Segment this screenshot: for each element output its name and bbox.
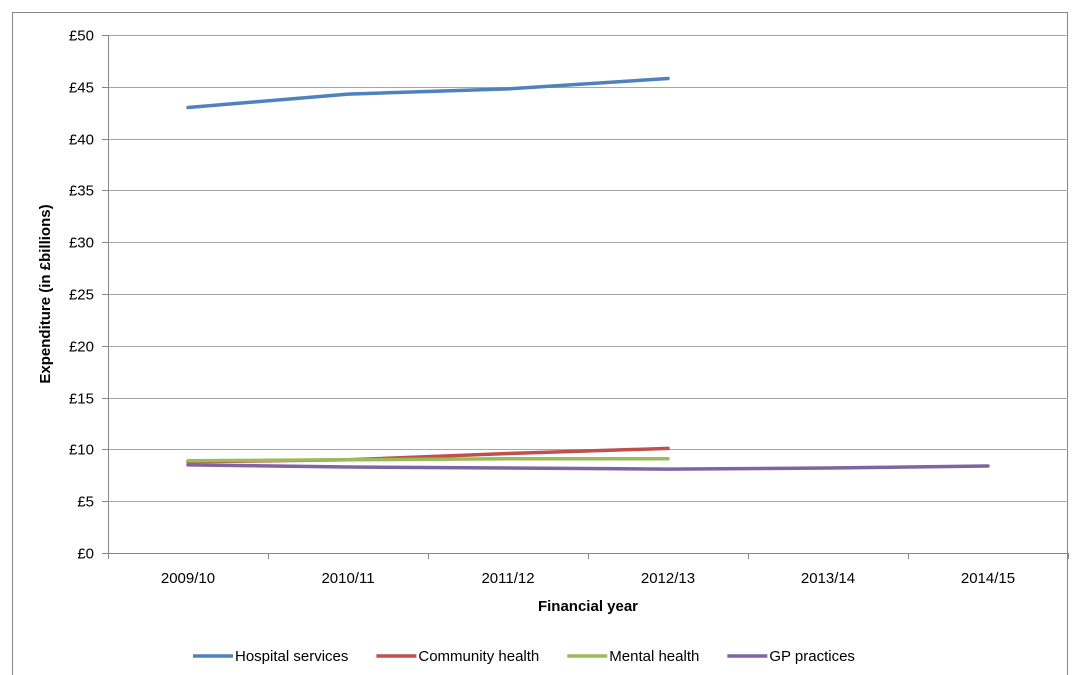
- x-axis-title: Financial year: [538, 598, 638, 615]
- x-tick-label: 2010/11: [321, 570, 374, 587]
- y-tick-label: £45: [69, 80, 94, 97]
- y-axis-title: Expenditure (in £billions): [37, 204, 54, 383]
- legend: Hospital services Community health Mental …: [193, 648, 855, 665]
- y-tick-label: £15: [69, 391, 94, 408]
- y-tick-label: £50: [69, 28, 94, 45]
- tick-labels: £0 £5 £10 £15 £20 £25 £30 £35 £40 £45 £50 2009/10 20…: [69, 28, 1015, 588]
- y-tick-label: £5: [77, 494, 94, 511]
- x-tick-label: 2009/10: [161, 570, 215, 587]
- legend-label-gp-practices: GP practices: [769, 648, 855, 665]
- legend-label-mental-health: Mental health: [609, 648, 699, 665]
- y-tick-label: £30: [69, 235, 94, 252]
- y-tick-label: £40: [69, 132, 94, 149]
- axes: [102, 35, 1069, 559]
- x-tick-label: 2011/12: [481, 570, 534, 587]
- y-tick-label: £0: [77, 546, 94, 563]
- series-lines: [186, 76, 990, 471]
- y-tick-label: £20: [69, 339, 94, 356]
- legend-label-hospital-services: Hospital services: [235, 648, 348, 665]
- series-line-mental-health: [186, 456, 670, 463]
- series-line-gp-practices: [186, 463, 990, 471]
- legend-label-community-health: Community health: [418, 648, 539, 665]
- y-tick-label: £10: [69, 442, 94, 459]
- x-tick-label: 2012/13: [641, 570, 695, 587]
- y-tick-label: £25: [69, 287, 94, 304]
- x-tick-label: 2014/15: [961, 570, 1015, 587]
- series-line-hospital-services: [186, 76, 670, 110]
- x-tick-label: 2013/14: [801, 570, 855, 587]
- chart-border: [12, 12, 1068, 675]
- y-tick-label: £35: [69, 183, 94, 200]
